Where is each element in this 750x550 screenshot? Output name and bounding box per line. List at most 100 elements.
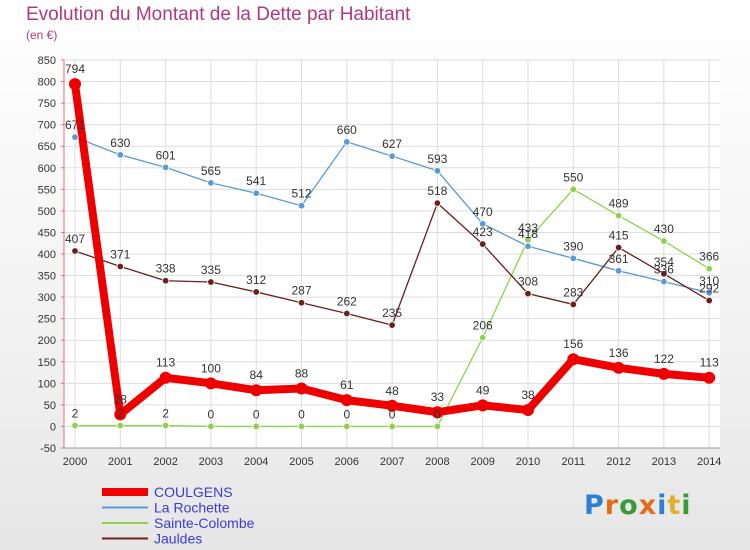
x-tick-label: 2008 bbox=[425, 456, 449, 468]
logo-letter: r bbox=[604, 490, 620, 521]
data-point bbox=[161, 163, 170, 172]
data-label: 407 bbox=[65, 232, 85, 246]
y-tick-label: -50 bbox=[40, 443, 56, 455]
y-tick-label: 550 bbox=[38, 184, 56, 196]
data-label: 433 bbox=[518, 221, 538, 235]
data-point bbox=[71, 247, 79, 255]
x-tick-label: 2013 bbox=[652, 456, 676, 468]
data-point bbox=[433, 422, 442, 431]
data-point bbox=[343, 138, 351, 146]
data-label: 627 bbox=[382, 137, 402, 151]
logo-letter: t bbox=[667, 490, 682, 521]
y-tick-label: 350 bbox=[38, 271, 56, 283]
data-label: 336 bbox=[654, 263, 674, 277]
legend-label: Jauldes bbox=[154, 531, 202, 547]
logo-letter: i bbox=[681, 490, 692, 521]
data-point bbox=[297, 299, 306, 307]
data-label: 518 bbox=[427, 184, 447, 198]
data-label: 601 bbox=[156, 148, 176, 162]
data-label: 671 bbox=[65, 118, 85, 132]
data-point bbox=[161, 277, 170, 285]
data-point bbox=[116, 421, 124, 430]
data-point bbox=[388, 321, 396, 329]
data-label: 418 bbox=[518, 227, 538, 241]
logo-letter: P bbox=[584, 490, 605, 521]
data-point bbox=[524, 242, 532, 250]
data-label: 262 bbox=[337, 294, 357, 308]
y-tick-label: 50 bbox=[44, 400, 56, 412]
data-label: 371 bbox=[110, 248, 130, 262]
data-point bbox=[386, 399, 399, 412]
legend-label: COULGENS bbox=[154, 484, 233, 500]
data-point bbox=[297, 422, 306, 431]
data-point bbox=[433, 167, 442, 175]
y-tick-label: 0 bbox=[50, 421, 56, 433]
x-tick-label: 2009 bbox=[470, 456, 494, 468]
data-label: 28 bbox=[114, 392, 128, 406]
data-point bbox=[69, 78, 81, 91]
x-tick-label: 2001 bbox=[108, 456, 132, 468]
data-point bbox=[116, 262, 124, 271]
data-point bbox=[252, 189, 260, 197]
y-tick-label: 650 bbox=[38, 141, 56, 153]
chart-subtitle: (en €) bbox=[26, 28, 58, 42]
data-label: 0 bbox=[389, 407, 396, 421]
data-label: 2 bbox=[162, 407, 169, 421]
data-point bbox=[388, 152, 396, 160]
x-tick-label: 2000 bbox=[63, 456, 87, 468]
data-label: 361 bbox=[609, 252, 629, 266]
data-point bbox=[705, 296, 713, 305]
y-tick-label: 150 bbox=[38, 357, 56, 369]
data-point bbox=[660, 277, 668, 286]
data-label: 630 bbox=[110, 136, 130, 150]
data-point bbox=[524, 289, 532, 298]
data-point bbox=[252, 422, 260, 431]
data-label: 136 bbox=[609, 346, 629, 360]
data-point bbox=[479, 333, 487, 342]
y-tick-label: 450 bbox=[38, 227, 56, 239]
data-point bbox=[207, 179, 215, 187]
data-point bbox=[660, 237, 668, 245]
y-tick-label: 100 bbox=[38, 378, 56, 390]
x-tick-label: 2010 bbox=[516, 456, 540, 468]
data-point bbox=[569, 254, 577, 263]
x-tick-label: 2007 bbox=[380, 456, 404, 468]
data-point bbox=[660, 270, 668, 278]
data-point bbox=[433, 199, 442, 207]
data-label: 156 bbox=[563, 337, 583, 351]
data-label: 794 bbox=[65, 62, 85, 76]
data-label: 415 bbox=[609, 229, 629, 243]
y-tick-label: 250 bbox=[38, 314, 56, 326]
y-tick-label: 400 bbox=[38, 249, 56, 261]
data-point bbox=[569, 185, 577, 194]
data-point bbox=[705, 264, 713, 273]
data-label: 512 bbox=[291, 187, 311, 201]
data-label: 593 bbox=[427, 152, 447, 166]
x-tick-label: 2002 bbox=[153, 456, 177, 468]
data-label: 235 bbox=[382, 306, 402, 320]
data-label: 0 bbox=[343, 407, 350, 421]
data-label: 292 bbox=[699, 282, 719, 296]
x-tick-label: 2011 bbox=[561, 456, 585, 468]
y-tick-label: 700 bbox=[38, 120, 56, 132]
data-point bbox=[524, 236, 532, 244]
data-point bbox=[705, 289, 713, 297]
data-label: 312 bbox=[246, 273, 266, 287]
data-label: 423 bbox=[473, 225, 493, 239]
y-tick-label: 600 bbox=[38, 163, 56, 175]
data-point bbox=[207, 278, 215, 286]
data-point bbox=[614, 243, 623, 252]
x-tick-label: 2003 bbox=[199, 456, 223, 468]
y-tick-label: 500 bbox=[38, 206, 56, 218]
y-tick-label: 800 bbox=[38, 77, 56, 89]
y-tick-label: 750 bbox=[38, 98, 56, 110]
x-tick-label: 2005 bbox=[289, 456, 313, 468]
data-label: 335 bbox=[201, 263, 221, 277]
data-label: 0 bbox=[434, 407, 441, 421]
data-point bbox=[569, 300, 577, 309]
data-point bbox=[522, 404, 534, 417]
data-label: 660 bbox=[337, 123, 357, 137]
y-tick-label: 200 bbox=[38, 335, 56, 347]
